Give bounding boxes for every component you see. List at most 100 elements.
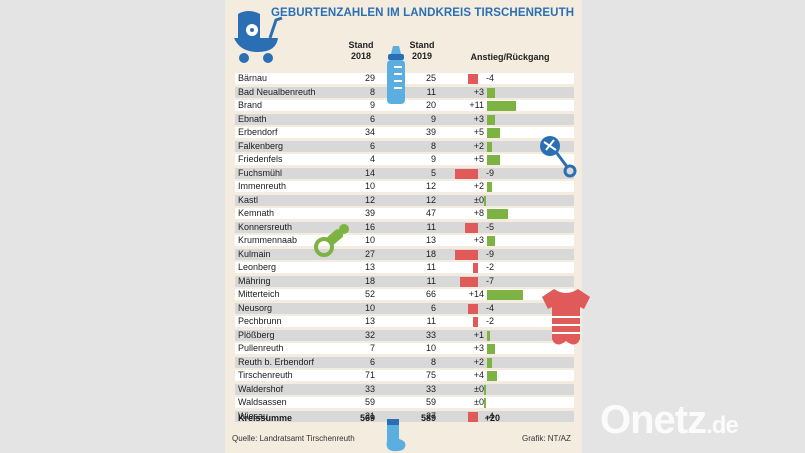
change-label: -7 bbox=[486, 275, 495, 286]
change-label: +14 bbox=[468, 289, 484, 299]
header-2018: Stand 2018 bbox=[348, 40, 374, 61]
change-label: +3 bbox=[473, 343, 484, 353]
value-2019: 9 bbox=[430, 154, 436, 164]
municipality-name: Pullenreuth bbox=[238, 343, 284, 353]
change-label: +2 bbox=[473, 140, 484, 151]
value-2018: 10 bbox=[364, 181, 375, 191]
header-change: Anstieg/Rückgang bbox=[470, 52, 550, 62]
change-bar bbox=[484, 195, 486, 206]
change-bar bbox=[467, 303, 478, 314]
value-2019: 11 bbox=[426, 86, 436, 97]
table-row bbox=[235, 167, 574, 179]
change-bar bbox=[454, 168, 478, 179]
value-2018: 34 bbox=[364, 127, 375, 137]
change-label: ±0 bbox=[474, 383, 484, 394]
change-bar bbox=[487, 371, 498, 381]
value-2018: 8 bbox=[369, 86, 375, 97]
change-label: -4 bbox=[486, 73, 495, 83]
municipality-name: Bad Neualbenreuth bbox=[238, 86, 316, 97]
table-row bbox=[235, 221, 574, 233]
change-bar bbox=[487, 182, 493, 192]
value-2019: 11 bbox=[426, 262, 436, 272]
change-bar bbox=[487, 357, 493, 368]
value-2018: 4 bbox=[369, 154, 375, 164]
change-bar bbox=[487, 209, 508, 219]
change-bar bbox=[487, 114, 495, 125]
change-label: +3 bbox=[473, 235, 484, 245]
table-row bbox=[235, 154, 574, 165]
municipality-name: Mähring bbox=[238, 275, 271, 286]
change-bar bbox=[472, 263, 478, 273]
change-bar bbox=[459, 276, 478, 287]
value-2018: 52 bbox=[364, 289, 375, 299]
table-row bbox=[235, 316, 574, 327]
change-bar bbox=[467, 74, 478, 84]
change-label: -4 bbox=[486, 302, 495, 313]
table-row bbox=[235, 100, 574, 111]
value-2019: 11 bbox=[426, 275, 436, 286]
value-2019: 10 bbox=[425, 343, 436, 353]
change-label: -5 bbox=[486, 221, 495, 232]
onetz-watermark: Onetz.de bbox=[600, 398, 739, 442]
value-2018: 71 bbox=[364, 370, 375, 380]
value-2019: 47 bbox=[425, 208, 436, 218]
table-row bbox=[235, 140, 574, 152]
table-row bbox=[235, 248, 574, 260]
source-note: Quelle: Landratsamt Tirschenreuth bbox=[232, 434, 355, 443]
value-2019: 66 bbox=[425, 289, 436, 299]
total-label: Kreissumme bbox=[238, 413, 293, 423]
change-bar bbox=[487, 87, 495, 98]
total-change: +20 bbox=[484, 413, 500, 423]
change-label: +5 bbox=[473, 127, 484, 137]
value-2018: 12 bbox=[364, 194, 375, 205]
sock-icon bbox=[386, 419, 406, 452]
change-label: ±0 bbox=[474, 194, 484, 205]
table-row bbox=[235, 262, 574, 273]
municipality-name: Kastl bbox=[238, 194, 259, 205]
value-2019: 5 bbox=[430, 167, 436, 178]
rattle-icon bbox=[540, 136, 577, 178]
value-2018: 14 bbox=[364, 167, 375, 178]
change-label: +8 bbox=[473, 208, 484, 218]
table-row bbox=[235, 383, 574, 395]
table-row bbox=[235, 208, 574, 219]
value-2018: 10 bbox=[364, 302, 375, 313]
change-bar bbox=[487, 128, 500, 138]
change-label: +3 bbox=[473, 86, 484, 97]
value-2019: 11 bbox=[426, 316, 436, 326]
value-2018: 13 bbox=[364, 316, 375, 326]
value-2018: 6 bbox=[369, 140, 375, 151]
chart-title: GEBURTENZAHLEN IM LANDKREIS TIRSCHENREUT… bbox=[271, 7, 575, 19]
change-label: +11 bbox=[469, 100, 484, 110]
municipality-name: Friedenfels bbox=[238, 154, 283, 164]
change-bar bbox=[472, 317, 478, 327]
municipality-name: Mitterteich bbox=[238, 289, 280, 299]
municipality-name: Plößberg bbox=[238, 329, 275, 340]
value-2018: 6 bbox=[369, 113, 375, 124]
value-2018: 33 bbox=[364, 383, 375, 394]
value-2019: 18 bbox=[425, 248, 436, 259]
onesie-icon bbox=[542, 289, 590, 345]
municipality-name: Kulmain bbox=[238, 248, 271, 259]
value-2018: 16 bbox=[364, 221, 375, 232]
change-label: ±0 bbox=[474, 397, 484, 407]
value-2019: 13 bbox=[425, 235, 436, 245]
value-2018: 18 bbox=[364, 275, 375, 286]
municipality-name: Krummennaab bbox=[238, 235, 298, 245]
municipality-name: Brand bbox=[238, 100, 263, 110]
value-2019: 8 bbox=[430, 140, 436, 151]
change-bar bbox=[487, 344, 495, 354]
value-2018: 10 bbox=[364, 235, 375, 245]
value-2019: 75 bbox=[425, 370, 436, 380]
municipality-name: Bärnau bbox=[238, 73, 268, 83]
municipality-name: Ebnath bbox=[238, 113, 267, 124]
value-2018: 27 bbox=[364, 248, 375, 259]
change-bar bbox=[487, 290, 524, 300]
table-row bbox=[235, 410, 574, 422]
municipality-name: Erbendorf bbox=[238, 127, 278, 137]
change-bar bbox=[487, 236, 495, 246]
municipality-name: Neusorg bbox=[238, 302, 273, 313]
value-2018: 32 bbox=[364, 329, 375, 340]
table-row bbox=[235, 235, 574, 246]
municipality-name: Fuchsmühl bbox=[238, 167, 283, 178]
